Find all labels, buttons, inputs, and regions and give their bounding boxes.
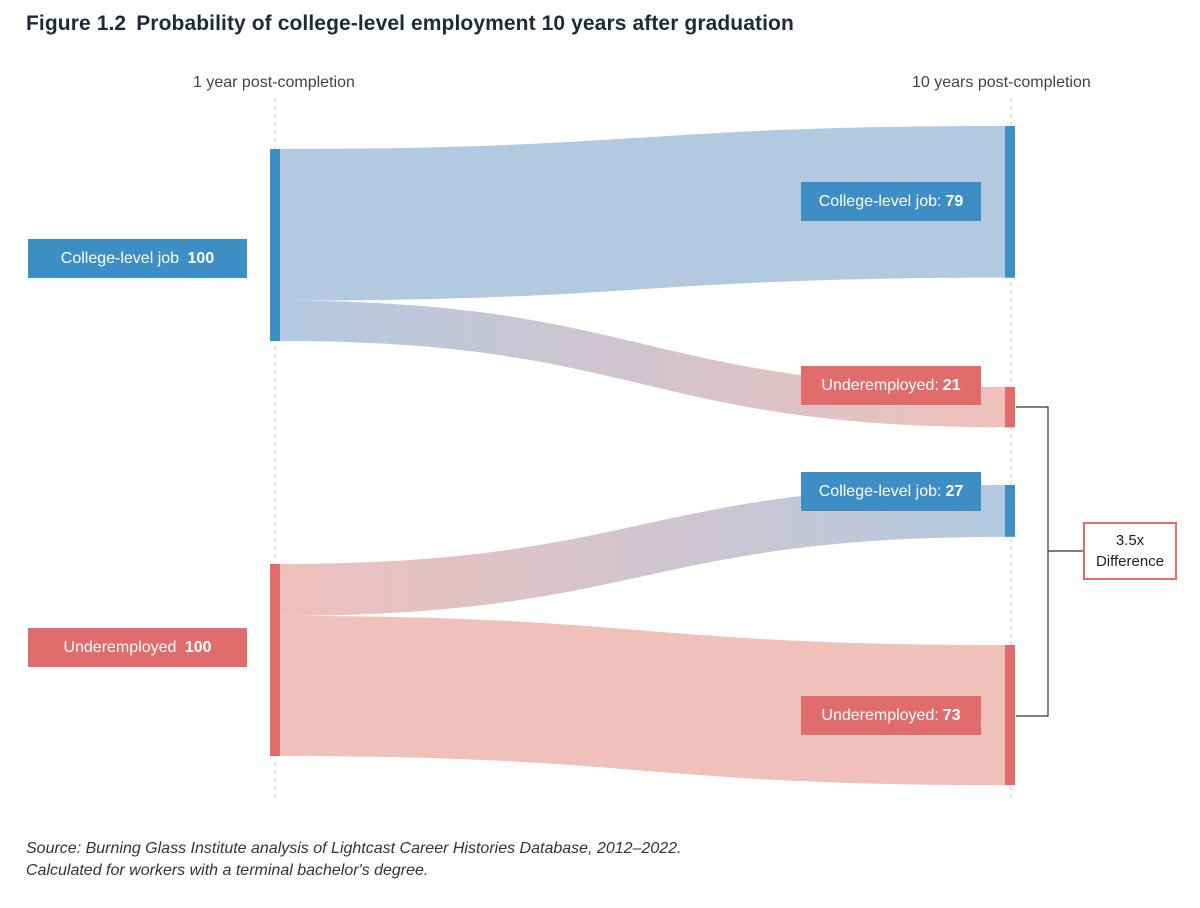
source-node-college bbox=[270, 149, 280, 341]
source-line-2: Calculated for workers with a terminal b… bbox=[26, 862, 429, 879]
source-value-underemployed: 100 bbox=[184, 638, 212, 656]
figure-title: Probability of college-level employment … bbox=[136, 12, 794, 35]
source-node-underemployed bbox=[270, 564, 280, 756]
flow-college-to-underemployed bbox=[280, 300, 1005, 428]
flow-college-to-college bbox=[280, 126, 1005, 301]
target-label-underemployed-73: Underemployed: 73 bbox=[801, 696, 981, 735]
difference-label: Difference bbox=[1095, 553, 1165, 570]
target-node-college-27 bbox=[1005, 485, 1015, 537]
source-line-1: Source: Burning Glass Institute analysis… bbox=[26, 840, 682, 857]
source-value-college: 100 bbox=[187, 249, 215, 267]
difference-bracket bbox=[1016, 406, 1083, 717]
difference-annotation: 3.5x Difference bbox=[1083, 522, 1177, 580]
target-value-21: 21 bbox=[942, 376, 961, 394]
target-label-underemployed-21: Underemployed: 21 bbox=[801, 366, 981, 405]
flow-underemployed-to-college bbox=[280, 485, 1005, 616]
chart-title: Figure 1.2 Probability of college-level e… bbox=[26, 12, 794, 36]
source-label-underemployed: Underemployed 100 bbox=[28, 628, 247, 667]
target-node-underemployed-73 bbox=[1005, 645, 1015, 786]
target-label-college-27: College-level job: 27 bbox=[801, 472, 981, 511]
target-node-underemployed-21 bbox=[1005, 387, 1015, 428]
source-note: Source: Burning Glass Institute analysis… bbox=[26, 838, 681, 882]
stage-label-start: 1 year post-completion bbox=[193, 74, 355, 91]
target-value-73: 73 bbox=[942, 706, 961, 724]
target-value-27: 27 bbox=[945, 482, 964, 500]
figure-number: Figure 1.2 bbox=[26, 12, 127, 35]
flow-underemployed-to-underemployed bbox=[280, 615, 1005, 786]
source-label-college: College-level job 100 bbox=[28, 239, 247, 278]
target-label-college-79: College-level job: 79 bbox=[801, 182, 981, 221]
target-value-79: 79 bbox=[945, 192, 964, 210]
target-node-college-79 bbox=[1005, 126, 1015, 278]
stage-label-end: 10 years post-completion bbox=[912, 74, 1091, 91]
difference-ratio: 3.5x bbox=[1115, 532, 1145, 549]
